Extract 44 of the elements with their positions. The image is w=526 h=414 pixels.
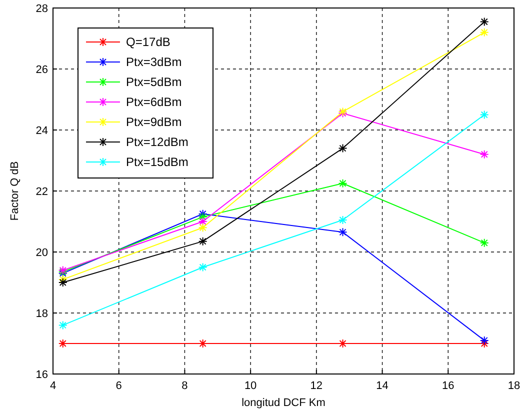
legend-label: Ptx=6dBm: [126, 95, 182, 109]
legend-label: Ptx=12dBm: [126, 135, 188, 149]
point: [480, 336, 489, 345]
x-tick-label: 12: [310, 380, 323, 392]
point: [198, 217, 208, 226]
x-tick-label: 10: [244, 380, 257, 392]
y-tick-label: 22: [36, 186, 48, 198]
x-tick-label: 16: [442, 380, 454, 392]
x-tick-label: 18: [508, 380, 520, 392]
point: [480, 150, 489, 159]
legend-label: Q=17dB: [126, 35, 170, 49]
point: [198, 212, 208, 222]
point: [338, 178, 348, 188]
y-axis-title: Factor Q dB: [9, 161, 21, 221]
y-tick-label: 24: [36, 125, 48, 137]
y-tick-label: 16: [36, 369, 48, 381]
x-tick-label: 8: [182, 380, 188, 392]
point: [198, 262, 208, 272]
x-tick-label: 4: [50, 380, 56, 392]
point: [480, 17, 489, 26]
point: [198, 236, 208, 246]
point: [338, 228, 348, 237]
point: [198, 209, 208, 218]
point: [58, 339, 68, 348]
point: [338, 215, 348, 224]
legend-label: Ptx=3dBm: [126, 55, 182, 69]
legend-label: Ptx=5dBm: [126, 75, 182, 89]
y-tick-label: 20: [36, 247, 48, 259]
point: [58, 320, 68, 330]
x-tick-label: 14: [376, 380, 388, 392]
point: [198, 223, 208, 232]
point: [338, 339, 348, 348]
point: [480, 110, 489, 120]
legend-label: Ptx=15dBm: [126, 155, 188, 169]
x-axis-title: longitud DCF Km: [242, 397, 326, 409]
x-tick-label: 6: [116, 380, 122, 392]
y-tick-label: 26: [36, 64, 48, 76]
point: [480, 238, 489, 248]
point: [58, 278, 68, 287]
point: [480, 28, 489, 37]
legend-label: Ptx=9dBm: [126, 115, 182, 129]
y-tick-label: 18: [36, 308, 48, 320]
point: [338, 144, 348, 153]
y-tick-label: 28: [36, 3, 48, 15]
